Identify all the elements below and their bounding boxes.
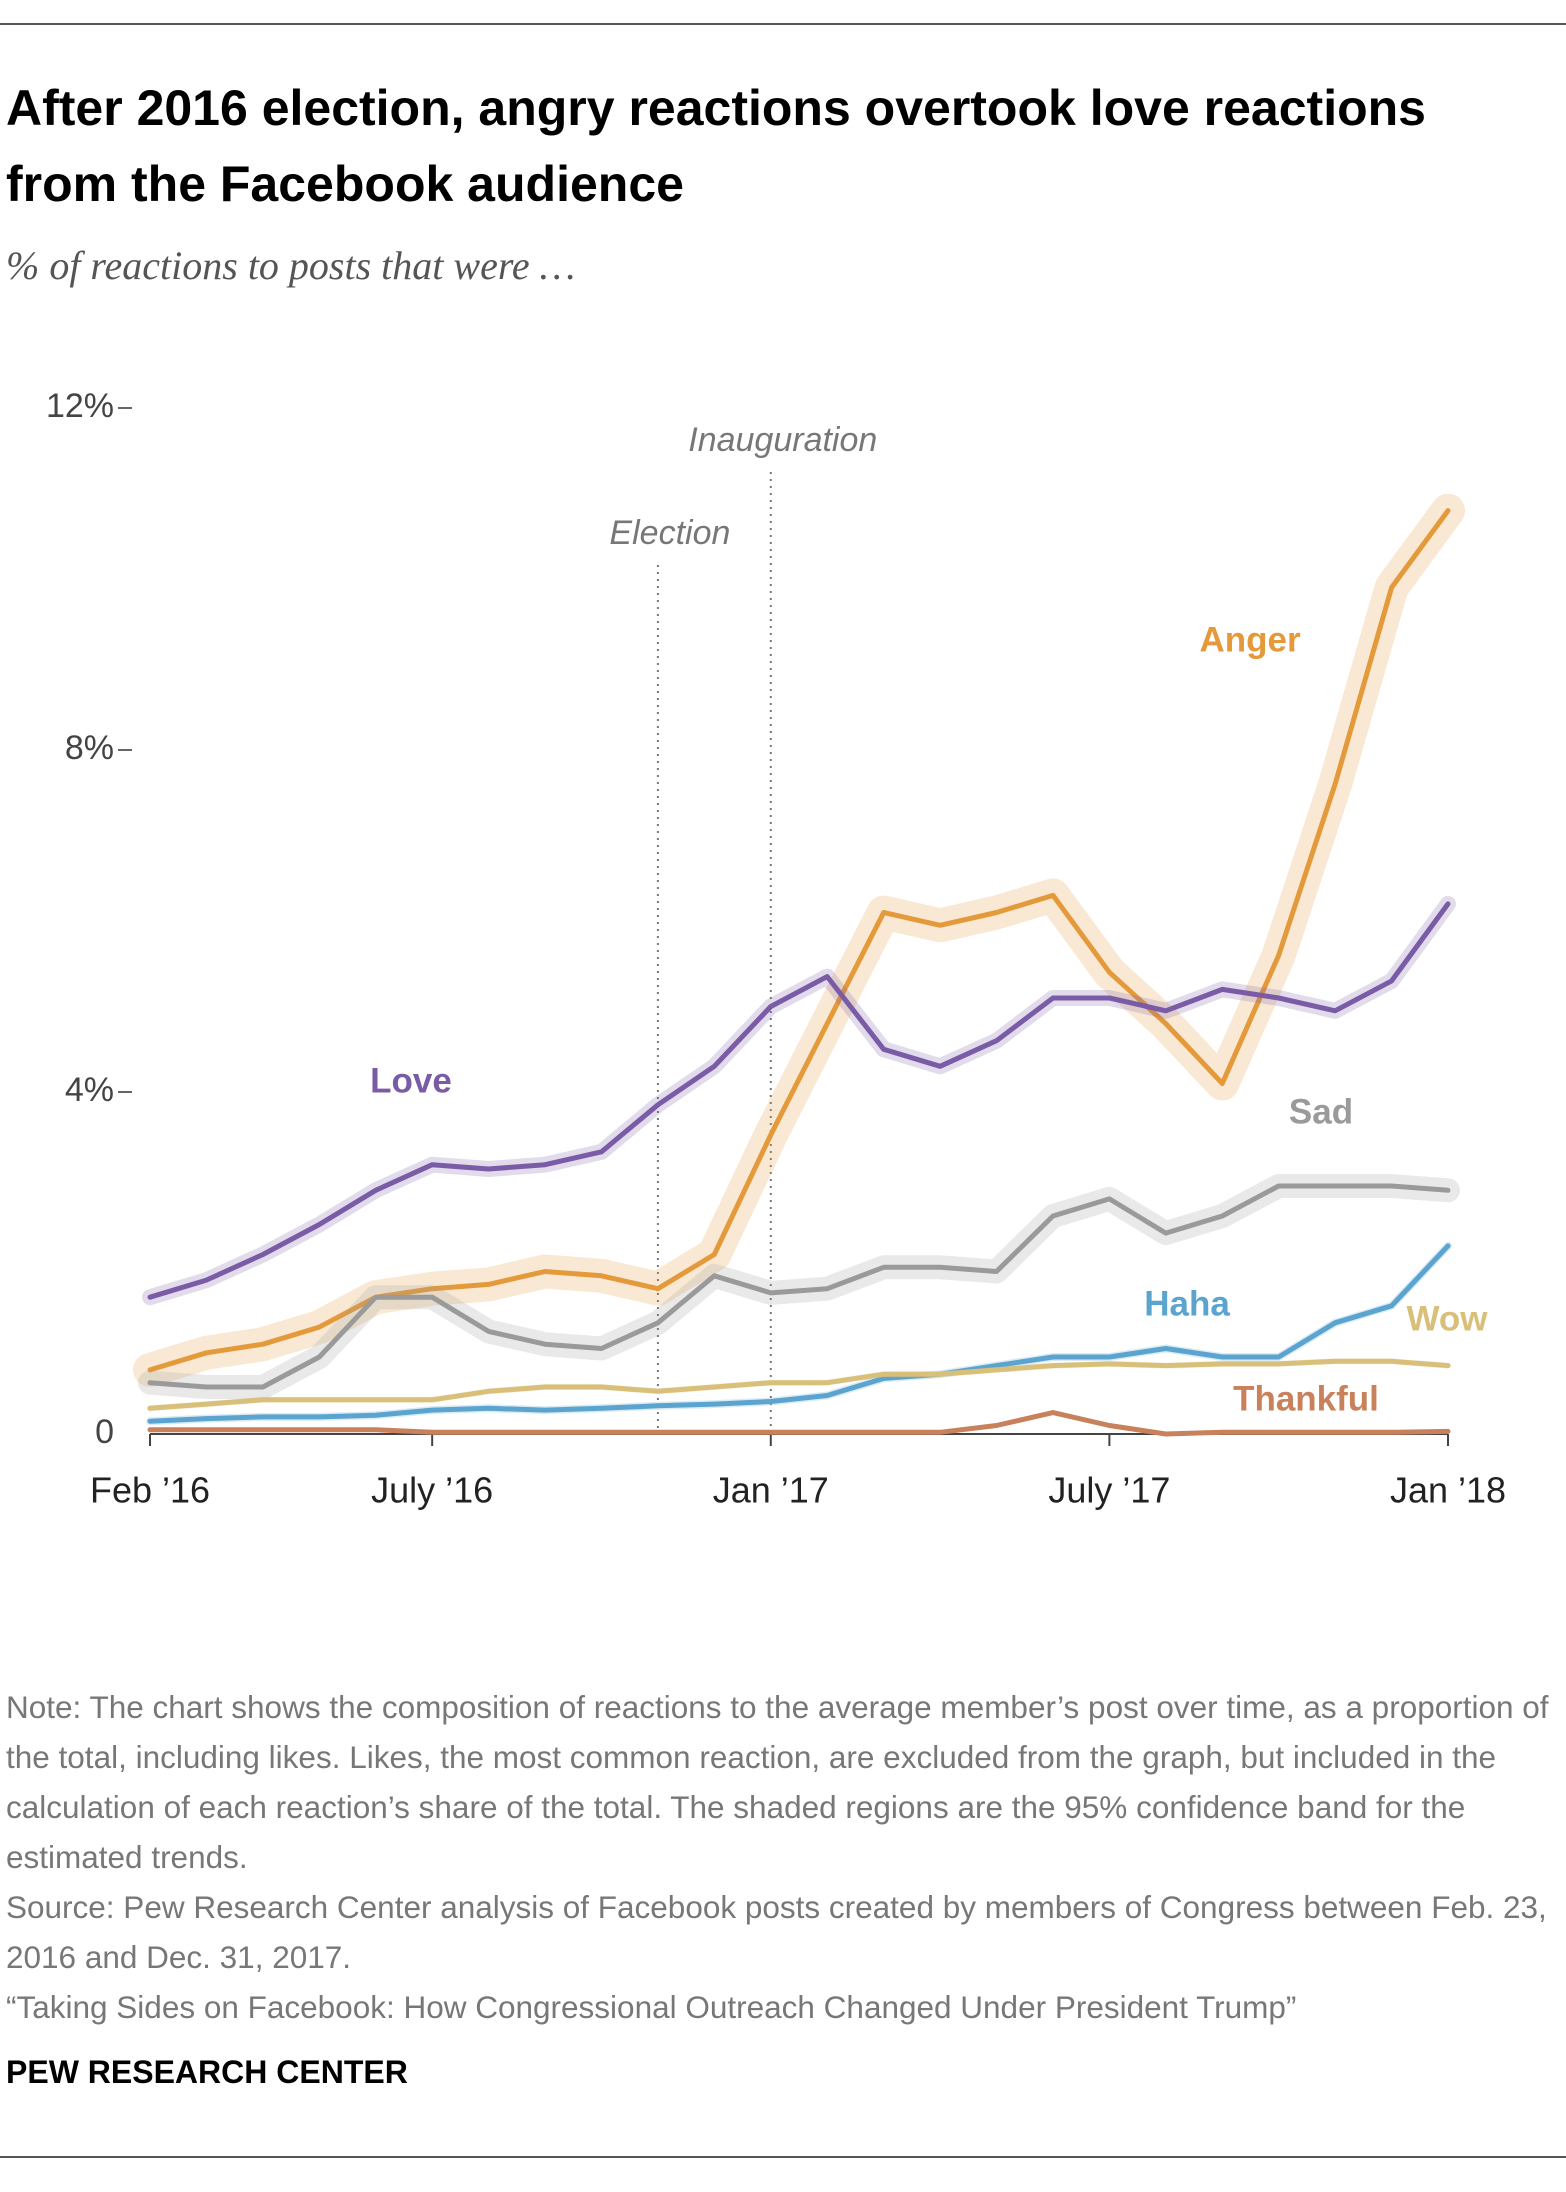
line (147, 1358, 1451, 1411)
notes: Note: The chart shows the composition of… (6, 1682, 1562, 2032)
note: Note: The chart shows the composition of… (6, 1689, 1549, 1875)
x-tick-label: July ’17 (1048, 1470, 1170, 1511)
chart-subtitle: % of reactions to posts that were … (6, 243, 576, 288)
x-tick-label: Jan ’18 (1390, 1470, 1506, 1511)
y-tick-label: 8% (65, 729, 114, 767)
citation: “Taking Sides on Facebook: How Congressi… (6, 1989, 1297, 2025)
annotation-label: Election (609, 514, 730, 552)
x-tick-label: Jan ’17 (713, 1470, 829, 1511)
top-rule (0, 23, 1566, 25)
line (147, 1410, 1451, 1437)
series-label: Anger (1199, 620, 1301, 659)
source: Source: Pew Research Center analysis of … (6, 1889, 1547, 1975)
x-tick-label: Feb ’16 (90, 1470, 210, 1511)
series-label: Love (370, 1061, 452, 1100)
line (147, 508, 1451, 1373)
series-label: Sad (1289, 1092, 1353, 1131)
line (147, 901, 1451, 1300)
series-label: Thankful (1233, 1379, 1379, 1418)
x-tick-label: July ’16 (371, 1470, 493, 1511)
series-label: Wow (1406, 1299, 1488, 1338)
chart-title: After 2016 election, angry reactions ove… (6, 80, 1426, 212)
y-tick-label: 4% (65, 1071, 114, 1109)
annotation-label: Inauguration (688, 421, 877, 459)
bottom-rule (0, 2156, 1566, 2158)
series-label: Haha (1144, 1284, 1230, 1323)
line (147, 1183, 1451, 1390)
y-tick-label: 0 (95, 1413, 114, 1451)
y-tick-label: 12% (46, 387, 114, 425)
footer: PEW RESEARCH CENTER (6, 2054, 408, 2090)
line (147, 1243, 1451, 1424)
chart: 0 4% 8% 12% Feb ’16 July ’16 Jan ’17 July ’17 Ja… (46, 387, 1506, 1511)
